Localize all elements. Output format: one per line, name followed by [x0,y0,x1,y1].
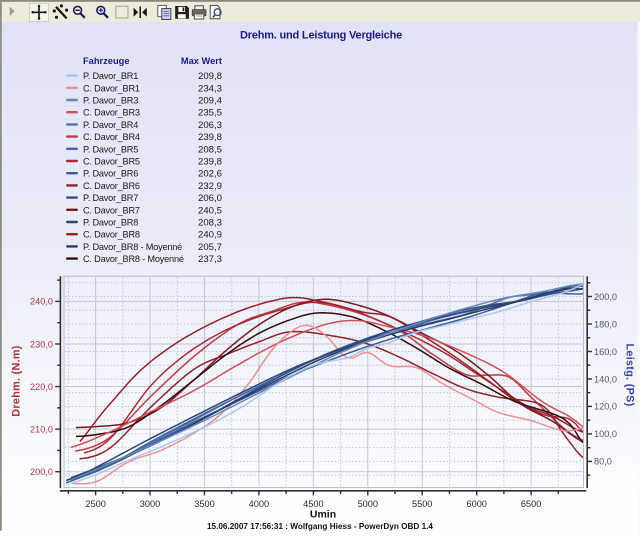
svg-text:160,0: 160,0 [594,347,617,357]
svg-text:P. Davor_BR7: P. Davor_BR7 [83,193,138,203]
svg-text:P. Davor_BR6: P. Davor_BR6 [83,169,138,179]
svg-text:232,9: 232,9 [198,181,222,192]
svg-text:237,3: 237,3 [198,254,222,265]
svg-text:C. Davor_BR8: C. Davor_BR8 [83,230,140,240]
svg-text:P. Davor_BR3: P. Davor_BR3 [83,96,138,106]
svg-text:239,8: 239,8 [198,132,222,143]
svg-text:3500: 3500 [194,499,214,509]
svg-text:P. Davor_BR8: P. Davor_BR8 [83,218,138,228]
svg-text:Drehm. (N.m): Drehm. (N.m) [11,345,23,416]
svg-text:C. Davor_BR6: C. Davor_BR6 [83,181,140,191]
svg-text:5500: 5500 [412,499,432,509]
svg-text:220,0: 220,0 [30,382,53,392]
svg-text:208,3: 208,3 [198,218,222,229]
svg-text:235,5: 235,5 [198,108,222,119]
svg-text:80,0: 80,0 [594,457,612,467]
svg-text:209,4: 209,4 [198,96,223,107]
svg-text:Leistg. (PS): Leistg. (PS) [624,344,636,407]
svg-text:6500: 6500 [521,499,541,509]
svg-text:120,0: 120,0 [594,402,617,412]
svg-text:P. Davor_BR8 - Moyenné: P. Davor_BR8 - Moyenné [83,242,182,252]
svg-text:100,0: 100,0 [594,429,617,439]
svg-text:P. Davor_BR4: P. Davor_BR4 [83,120,138,130]
svg-text:205,7: 205,7 [198,242,222,253]
svg-text:P. Davor_BR5: P. Davor_BR5 [83,144,138,154]
svg-text:C. Davor_BR1: C. Davor_BR1 [83,83,140,93]
svg-text:200,0: 200,0 [594,292,617,302]
svg-text:202,6: 202,6 [198,169,222,180]
svg-text:2500: 2500 [85,499,105,509]
svg-text:3000: 3000 [140,499,160,509]
svg-text:140,0: 140,0 [594,374,617,384]
svg-text:P. Davor_BR1: P. Davor_BR1 [83,71,138,81]
svg-text:C. Davor_BR7: C. Davor_BR7 [83,205,140,215]
svg-text:Drehm. und Leistung Vergleiche: Drehm. und Leistung Vergleiche [240,30,402,42]
svg-text:4500: 4500 [303,499,323,509]
svg-text:Max Wert: Max Wert [181,56,222,66]
svg-text:6000: 6000 [466,499,486,509]
svg-text:206,3: 206,3 [198,120,222,131]
svg-text:208,5: 208,5 [198,144,222,155]
svg-text:240,5: 240,5 [198,205,222,216]
svg-text:230,0: 230,0 [30,339,53,349]
svg-text:240,0: 240,0 [30,297,53,307]
svg-text:240,9: 240,9 [198,230,222,241]
svg-text:206,0: 206,0 [198,193,222,204]
svg-text:Fahrzeuge: Fahrzeuge [83,56,130,66]
svg-text:15.06.2007 17:56:31 : Wolfgang: 15.06.2007 17:56:31 : Wolfgang Hiess - P… [207,522,433,531]
svg-text:C. Davor_BR8 - Moyenné: C. Davor_BR8 - Moyenné [83,254,184,264]
svg-text:C. Davor_BR5: C. Davor_BR5 [83,157,140,167]
svg-text:234,3: 234,3 [198,83,222,94]
svg-text:180,0: 180,0 [594,319,617,329]
svg-text:200,0: 200,0 [30,467,53,477]
svg-text:C. Davor_BR3: C. Davor_BR3 [83,108,140,118]
svg-text:209,8: 209,8 [198,71,222,82]
svg-text:210,0: 210,0 [30,424,53,434]
svg-text:5000: 5000 [358,499,378,509]
svg-text:C. Davor_BR4: C. Davor_BR4 [83,132,140,142]
svg-text:4000: 4000 [249,499,269,509]
svg-text:239,8: 239,8 [198,157,222,168]
svg-text:Umin: Umin [310,509,336,521]
